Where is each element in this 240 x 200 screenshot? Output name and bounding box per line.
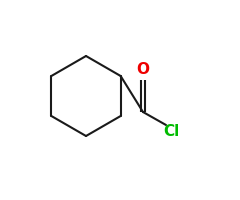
Text: Cl: Cl — [163, 123, 179, 138]
Text: O: O — [137, 62, 150, 76]
